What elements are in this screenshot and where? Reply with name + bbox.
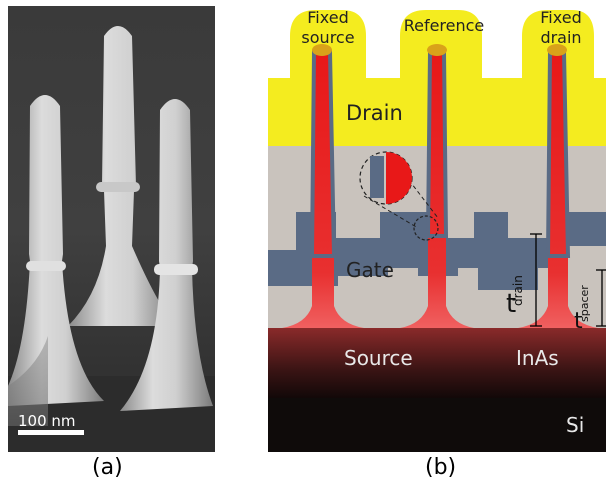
- label-t-drain: t drain: [506, 275, 525, 319]
- label-source: Source: [344, 346, 413, 370]
- label-t-spacer: t spacer: [574, 285, 591, 334]
- t-drain-marker: [530, 233, 542, 327]
- caption-b: (b): [425, 455, 457, 480]
- scale-bar: [18, 430, 84, 435]
- svg-text:spacer: spacer: [578, 285, 591, 322]
- svg-text:t: t: [574, 309, 583, 334]
- label-fixed-drain-1: Fixed: [540, 8, 581, 27]
- si-substrate: [268, 398, 606, 452]
- svg-text:drain: drain: [511, 275, 525, 306]
- label-inas: InAs: [516, 346, 559, 370]
- label-gate: Gate: [346, 258, 394, 282]
- zoom-inset: [359, 151, 439, 241]
- nanowire-fixed-source: [282, 44, 364, 328]
- label-fixed-source-2: source: [301, 28, 354, 47]
- label-drain: Drain: [346, 101, 403, 125]
- label-fixed-source-1: Fixed: [307, 8, 348, 27]
- caption-a: (a): [92, 455, 123, 480]
- nanowire-reference: [400, 44, 474, 328]
- nanowire-back: [68, 26, 176, 326]
- sem-micrograph: 100 nm: [8, 6, 215, 452]
- svg-text:t: t: [506, 289, 516, 319]
- nanowire-left: [8, 95, 104, 426]
- t-spacer-marker: [596, 269, 606, 327]
- label-reference: Reference: [404, 16, 485, 35]
- device-cross-section: Fixed source Reference Fixed drain Drain…: [268, 6, 606, 452]
- nanowire-fixed-drain: [518, 44, 598, 328]
- nanowire-right: [120, 99, 213, 411]
- scale-bar-label: 100 nm: [18, 412, 76, 430]
- source-region: [268, 328, 606, 398]
- label-si: Si: [566, 413, 584, 437]
- label-fixed-drain-2: drain: [540, 28, 581, 47]
